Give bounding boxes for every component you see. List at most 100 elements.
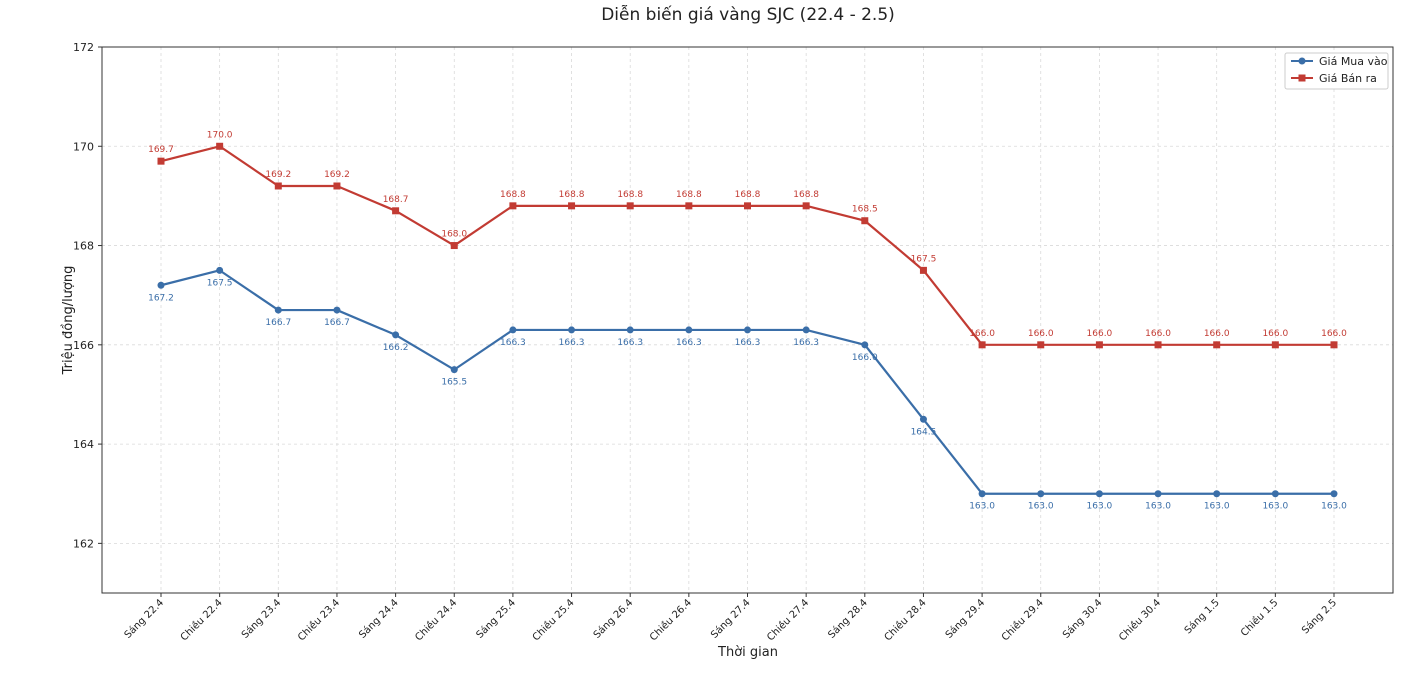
data-point xyxy=(509,202,517,210)
data-point xyxy=(685,202,693,210)
series-line xyxy=(160,269,1334,495)
data-point xyxy=(1037,341,1045,349)
series-sell: 169.7 170.0 169.2 169.2 168.7 168.0 168.8 168.8… xyxy=(148,130,1347,349)
x-tick-label: Sáng 22.4 xyxy=(122,597,166,641)
y-tick-label: 168 xyxy=(73,240,94,253)
data-point xyxy=(1330,341,1338,349)
x-tick-label: Chiều 23.4 xyxy=(295,597,342,644)
data-point xyxy=(450,242,458,250)
data-label: 166.2 xyxy=(383,343,409,353)
x-tick-label: Sáng 27.4 xyxy=(708,597,752,641)
data-label: 166.0 xyxy=(1204,329,1230,339)
legend-marker-sell xyxy=(1298,74,1306,82)
data-point xyxy=(333,306,341,314)
data-label: 168.7 xyxy=(383,195,409,205)
data-label: 163.0 xyxy=(1204,502,1230,512)
data-point xyxy=(1271,490,1279,498)
data-point xyxy=(919,415,927,423)
legend: Giá Mua vào Giá Bán ra xyxy=(1284,52,1389,90)
data-label: 166.3 xyxy=(559,338,585,348)
data-label: 163.0 xyxy=(1321,502,1347,512)
data-label: 170.0 xyxy=(207,130,233,140)
data-point xyxy=(1154,341,1162,349)
x-tick-label: Sáng 23.4 xyxy=(239,597,283,641)
data-label: 166.7 xyxy=(324,318,350,328)
data-label: 167.2 xyxy=(148,293,174,303)
data-label: 169.2 xyxy=(324,170,350,180)
data-label: 166.0 xyxy=(1087,329,1113,339)
x-tick-label: Chiều 30.4 xyxy=(1116,597,1163,644)
series-group: 167.2 167.5 166.7 166.7 166.2 165.5 166.3 166.3… xyxy=(148,130,1347,511)
x-tick-label: Chiều 29.4 xyxy=(999,597,1046,644)
data-point xyxy=(568,326,576,334)
grid xyxy=(102,46,1393,593)
data-label: 166.3 xyxy=(500,338,526,348)
x-tick-label: Chiều 26.4 xyxy=(647,597,694,644)
data-point xyxy=(1330,490,1338,498)
x-tick-label: Sáng 26.4 xyxy=(591,597,635,641)
data-label: 163.0 xyxy=(1028,502,1054,512)
data-label: 166.0 xyxy=(852,353,878,363)
data-point xyxy=(216,142,224,150)
data-point xyxy=(274,182,282,190)
data-label: 168.5 xyxy=(852,205,878,215)
legend-label-buy: Giá Mua vào xyxy=(1319,55,1388,68)
x-tick-label: Sáng 30.4 xyxy=(1060,597,1104,641)
data-point xyxy=(157,157,165,165)
y-axis: 162 164 166 168 170 172 xyxy=(73,41,102,550)
data-point xyxy=(274,306,282,314)
data-point xyxy=(509,326,517,334)
data-point xyxy=(978,490,986,498)
data-point xyxy=(392,331,400,339)
data-point xyxy=(333,182,341,190)
data-point xyxy=(1095,490,1103,498)
x-axis-label: Thời gian xyxy=(717,645,778,660)
data-point xyxy=(802,202,810,210)
y-tick-label: 164 xyxy=(73,438,94,451)
series-buy: 167.2 167.5 166.7 166.7 166.2 165.5 166.3 166.3… xyxy=(148,266,1347,512)
data-point xyxy=(744,326,751,334)
data-point xyxy=(450,366,458,374)
data-label: 168.8 xyxy=(559,190,585,200)
y-axis-label: Triệu đồng/lượng xyxy=(61,266,76,376)
data-label: 165.5 xyxy=(441,378,467,388)
chart-title: Diễn biến giá vàng SJC (22.4 - 2.5) xyxy=(601,4,895,25)
data-point xyxy=(861,217,869,225)
data-label: 166.0 xyxy=(1028,329,1054,339)
data-label: 166.0 xyxy=(1262,329,1288,339)
data-label: 168.0 xyxy=(441,230,467,240)
y-tick-label: 170 xyxy=(73,140,94,153)
data-point xyxy=(1213,341,1221,349)
legend-marker-buy xyxy=(1298,57,1306,65)
data-label: 166.0 xyxy=(1145,329,1171,339)
data-label: 166.3 xyxy=(676,338,702,348)
x-tick-label: Chiều 27.4 xyxy=(765,597,812,644)
data-label: 166.3 xyxy=(617,338,643,348)
y-tick-label: 162 xyxy=(73,537,94,550)
data-point xyxy=(919,266,927,274)
data-point xyxy=(861,341,869,349)
data-point xyxy=(157,281,165,289)
data-label: 166.7 xyxy=(265,318,291,328)
data-label: 168.8 xyxy=(793,190,819,200)
x-axis: Sáng 22.4 Chiều 22.4 Sáng 23.4 Chiều 23.4 Sá… xyxy=(122,593,1339,643)
data-label: 169.7 xyxy=(148,145,174,155)
x-tick-label: Sáng 25.4 xyxy=(474,597,518,641)
data-label: 168.8 xyxy=(617,190,643,200)
data-point xyxy=(392,207,400,215)
x-tick-label: Chiều 22.4 xyxy=(178,597,225,644)
data-label: 166.3 xyxy=(793,338,819,348)
data-point xyxy=(216,266,224,274)
x-tick-label: Chiều 1.5 xyxy=(1238,597,1280,639)
x-tick-label: Chiều 24.4 xyxy=(413,597,460,644)
data-label: 166.0 xyxy=(1321,329,1347,339)
data-point xyxy=(626,326,634,334)
y-tick-label: 172 xyxy=(73,41,94,54)
data-label: 167.5 xyxy=(911,254,937,264)
x-tick-label: Sáng 1.5 xyxy=(1182,597,1222,637)
data-label: 164.5 xyxy=(911,427,937,437)
x-tick-label: Sáng 29.4 xyxy=(943,597,987,641)
x-tick-label: Chiều 28.4 xyxy=(882,597,929,644)
